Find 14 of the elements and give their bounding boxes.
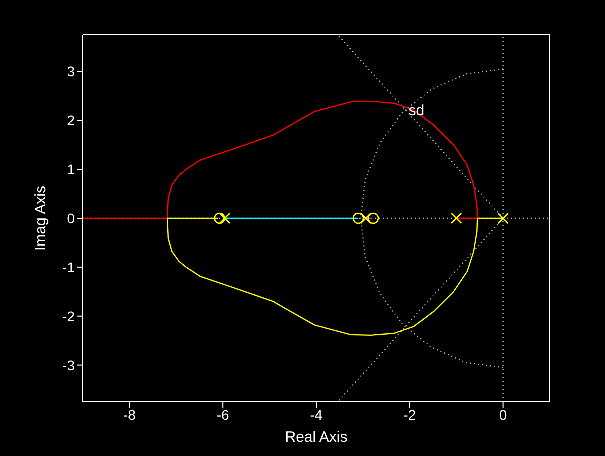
y-axis-title: Imag Axis	[32, 186, 50, 252]
y-tick-label: 3	[67, 64, 76, 80]
x-tick-label: 0	[499, 406, 508, 423]
y-tick-label: -1	[62, 259, 76, 276]
x-axis-title: Real Axis	[285, 429, 348, 446]
x-tick-label: -8	[123, 406, 136, 423]
y-tick-label: -2	[62, 308, 76, 324]
x-tick-label: -2	[404, 406, 416, 423]
x-tick-label: -4	[310, 406, 323, 423]
y-tick-label: -3	[62, 357, 76, 374]
y-tick-label: 1	[67, 162, 76, 178]
y-tick-label: 2	[67, 112, 76, 129]
x-tick-label: -6	[216, 406, 230, 423]
y-tick-label: 0	[67, 210, 76, 226]
